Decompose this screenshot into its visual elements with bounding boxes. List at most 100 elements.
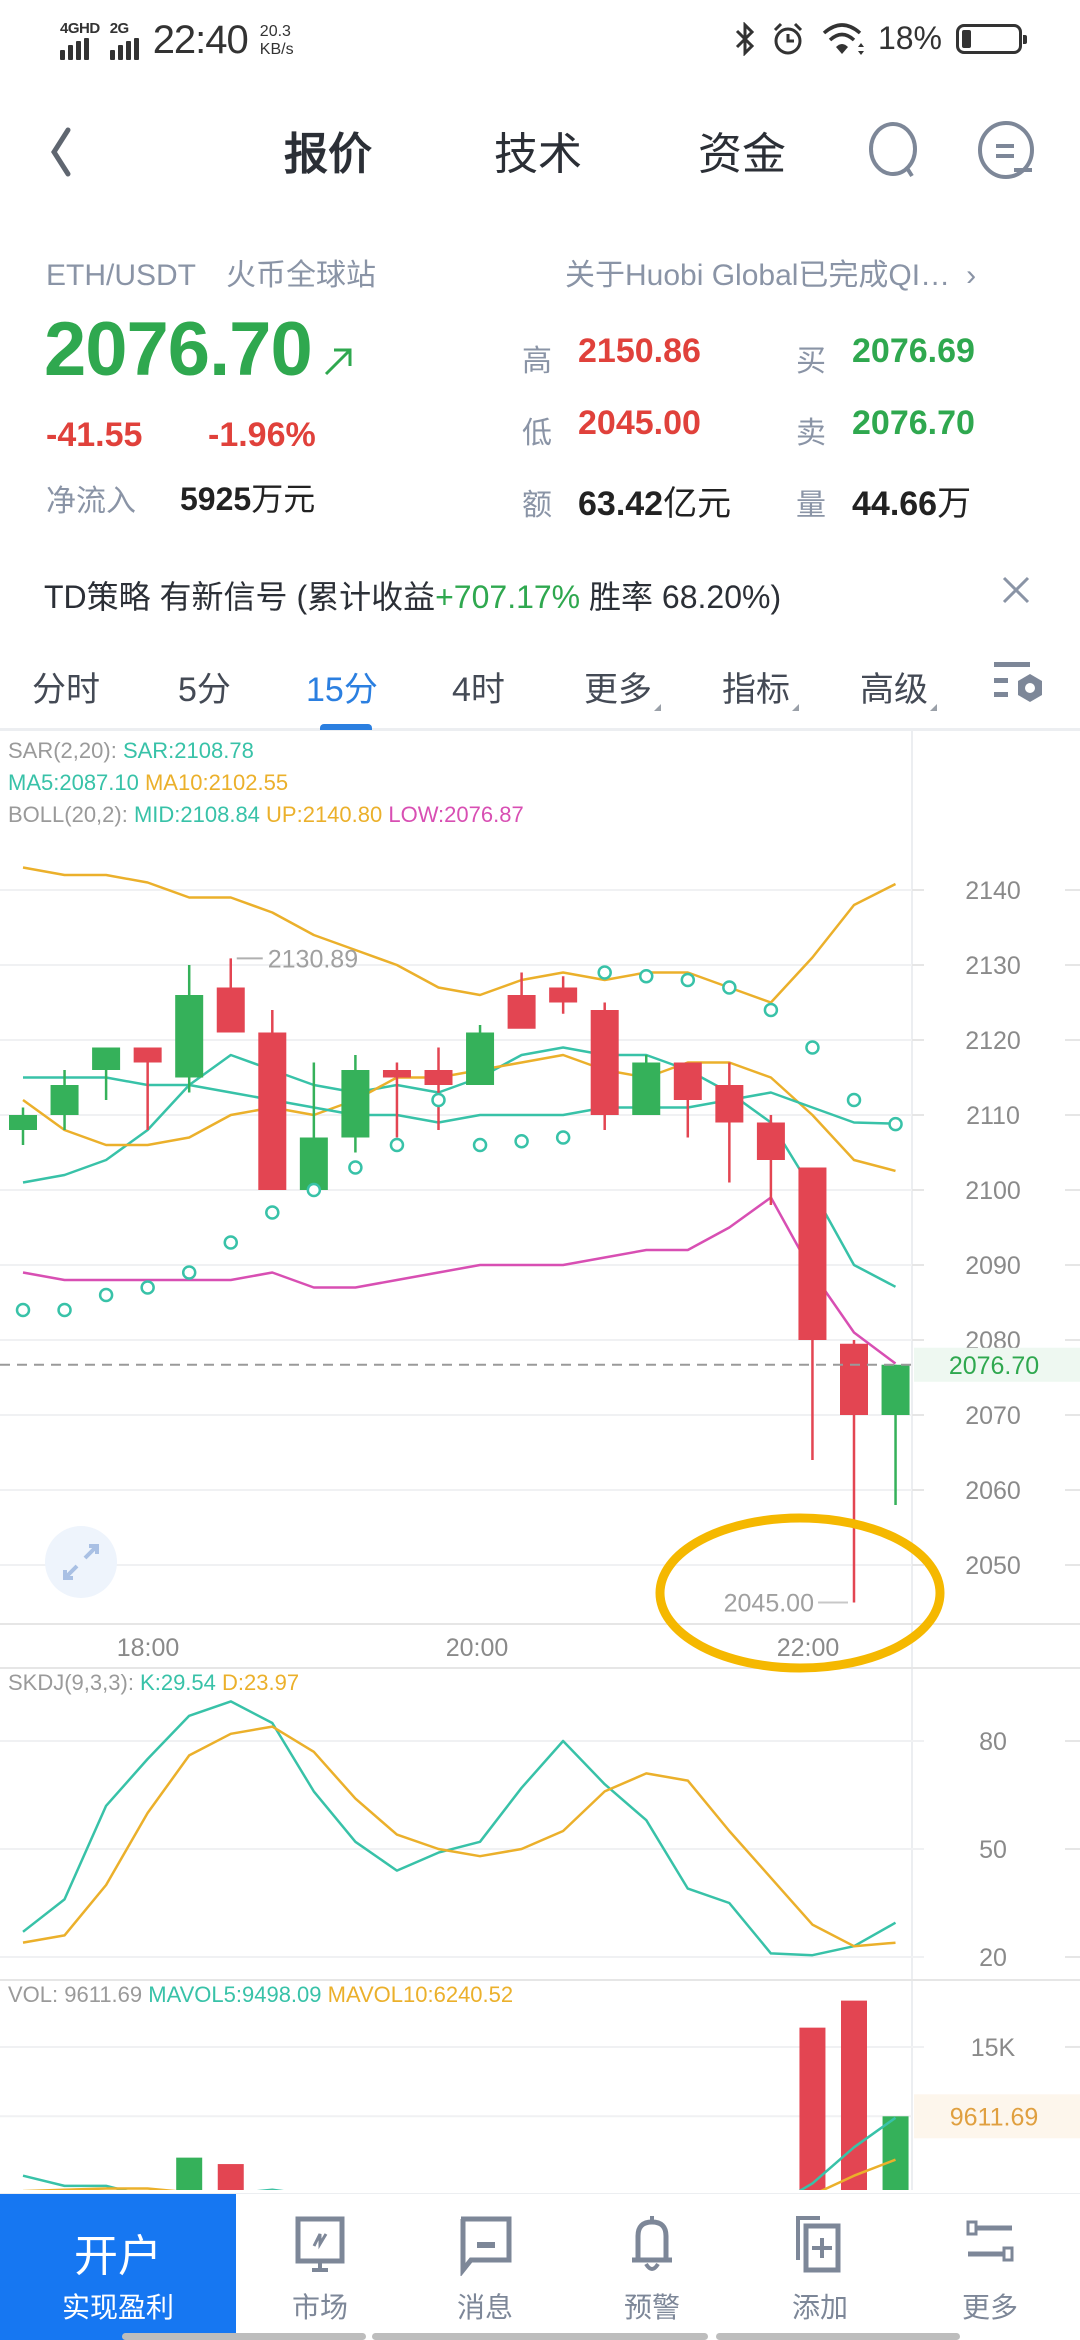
boll-name: BOLL(20,2): xyxy=(8,802,134,827)
network-type-1: 4GHD xyxy=(60,20,100,37)
messages-button[interactable]: 消息 xyxy=(405,2194,565,2340)
chevron-right-icon: › xyxy=(966,259,977,292)
close-icon[interactable] xyxy=(998,572,1034,608)
high-value: 2150.86 xyxy=(578,332,701,370)
skdj-k: K:29.54 xyxy=(140,1670,222,1695)
interval-tabs: 分时 5分 15分 4时 更多 指标 高级 xyxy=(0,650,1080,730)
td-strategy-text: TD策略 有新信号 (累计收益+707.17% 胜率 68.20%) xyxy=(44,572,781,618)
boll-low-line xyxy=(22,1196,897,1365)
tab-funds[interactable]: 资金 xyxy=(698,130,786,179)
clock: 22:40 xyxy=(152,18,249,62)
open-account-button[interactable]: 开户 实现盈利 xyxy=(0,2194,236,2340)
tab-5min[interactable]: 5分 xyxy=(178,662,231,711)
search-icon[interactable] xyxy=(862,118,928,184)
amount-unit: 亿元 xyxy=(663,485,732,523)
sar-legend: SAR(2,20): SAR:2108.78 xyxy=(8,738,254,764)
td-prefix: TD策略 有新信号 (累计收益 xyxy=(44,579,436,615)
fullscreen-button[interactable] xyxy=(45,1526,117,1598)
pair-symbol: ETH/USDT xyxy=(46,259,196,292)
y-axis-label: 2130 xyxy=(965,952,1021,980)
skdj-legend: SKDJ(9,3,3): K:29.54 D:23.97 xyxy=(8,1670,299,1696)
more-button[interactable]: 更多 xyxy=(910,2194,1070,2340)
add-icon xyxy=(796,2216,841,2273)
mavol10: MAVOL10:6240.52 xyxy=(327,1982,514,2007)
kdj-axis-label: 50 xyxy=(979,1836,1007,1864)
alerts-label: 预警 xyxy=(623,2292,680,2323)
sar-dot xyxy=(431,1092,446,1108)
skdj-name: SKDJ(9,3,3): xyxy=(8,1670,141,1695)
vol-axis-label: 15K xyxy=(971,2034,1016,2062)
top-nav: 报价 技术 资金 xyxy=(0,84,1080,214)
tab-quote[interactable]: 报价 xyxy=(284,130,372,179)
tab-technical[interactable]: 技术 xyxy=(494,130,582,179)
tab-timeshare[interactable]: 分时 xyxy=(32,662,100,711)
network-type-2: 2G xyxy=(109,20,130,37)
tab-15min[interactable]: 15分 xyxy=(306,662,378,711)
exchange-name: 火币全球站 xyxy=(226,259,376,292)
chart-settings-icon[interactable] xyxy=(994,660,1046,710)
signal-2g: 2G xyxy=(109,20,139,60)
sar-value: SAR:2108.78 xyxy=(122,738,254,763)
open-account-title: 开户 xyxy=(74,2232,162,2281)
y-axis-label: 2120 xyxy=(965,1027,1021,1055)
boll-mid-line xyxy=(23,1076,896,1125)
market-button[interactable]: 市场 xyxy=(240,2194,400,2340)
mavol5-line xyxy=(22,2116,897,2190)
sar-dot xyxy=(15,1302,31,1318)
volume-unit: 万 xyxy=(937,485,972,523)
tab-indicators[interactable]: 指标 xyxy=(722,662,799,711)
sar-dot xyxy=(306,1182,322,1198)
candle-down xyxy=(133,1047,162,1063)
highlight-circle xyxy=(655,1513,945,1673)
sar-dot xyxy=(223,1235,238,1250)
boll-mid: MID:2108.84 xyxy=(133,802,267,827)
quote-panel: ETH/USDT 火币全球站 关于Huobi Global已完成QI… › 2076… xyxy=(0,214,1080,544)
signal-4g: 4GHD xyxy=(60,21,100,60)
candle-up xyxy=(92,1047,121,1070)
dropdown-triangle-icon xyxy=(930,704,937,711)
x-axis-label: 22:00 xyxy=(777,1634,840,1662)
candle-up xyxy=(466,1032,495,1085)
sar-dot xyxy=(389,1137,405,1153)
net-speed-unit: KB/s xyxy=(259,40,294,58)
kline-chart[interactable]: 2140 2130 2120 2110 2100 2090 2080 2070 2060 2050… xyxy=(0,730,1080,2190)
message-icon xyxy=(460,2216,512,2276)
y-axis-label: 2090 xyxy=(965,1252,1021,1280)
kdj-axis-label: 80 xyxy=(979,1728,1007,1756)
sar-dot xyxy=(722,980,737,995)
candle-up xyxy=(299,1137,328,1190)
sar-dot xyxy=(57,1302,72,1318)
td-strategy-banner[interactable]: TD策略 有新信号 (累计收益+707.17% 胜率 68.20%) xyxy=(0,552,1080,632)
scroll-indicator xyxy=(122,2333,366,2340)
chart-canvas[interactable]: 2140213021202110210020902080207020602050… xyxy=(0,730,1080,2190)
last-price: 2076.70 xyxy=(44,307,313,392)
vol-legend: VOL: 9611.69 MAVOL5:9498.09 MAVOL10:6240… xyxy=(8,1982,513,2008)
back-button[interactable] xyxy=(44,122,84,182)
candle-down xyxy=(507,995,536,1029)
tab-label: 分时 xyxy=(32,671,100,709)
bid-label: 买 xyxy=(796,345,826,378)
chat-menu-icon[interactable] xyxy=(974,118,1040,184)
candle-up xyxy=(50,1085,79,1115)
announcement-text: 关于Huobi Global已完成QI… xyxy=(565,259,951,292)
sar-dot xyxy=(888,1116,903,1132)
wifi-icon xyxy=(822,22,864,55)
tab-4h[interactable]: 4时 xyxy=(452,662,505,711)
x-axis-label: 20:00 xyxy=(446,1634,509,1662)
min-price-marker: 2045.00 xyxy=(724,1590,814,1618)
candle-up xyxy=(175,995,204,1078)
more-settings-icon xyxy=(966,2220,1014,2262)
x-axis-label: 18:00 xyxy=(117,1634,180,1662)
sar-dot xyxy=(763,1002,779,1018)
ma5-line xyxy=(22,1046,897,1288)
announcement-link[interactable]: 关于Huobi Global已完成QI… › xyxy=(565,250,976,294)
tab-advanced[interactable]: 高级 xyxy=(860,662,937,711)
tab-label: 4时 xyxy=(452,671,505,709)
add-button[interactable]: 添加 xyxy=(740,2194,900,2340)
alerts-button[interactable]: 预警 xyxy=(572,2194,732,2340)
tab-more[interactable]: 更多 xyxy=(584,662,661,711)
active-tab-indicator xyxy=(320,724,372,730)
arrow-up-right-icon xyxy=(324,348,352,376)
add-label: 添加 xyxy=(791,2292,848,2323)
price-change-pct: -1.96% xyxy=(208,416,316,454)
